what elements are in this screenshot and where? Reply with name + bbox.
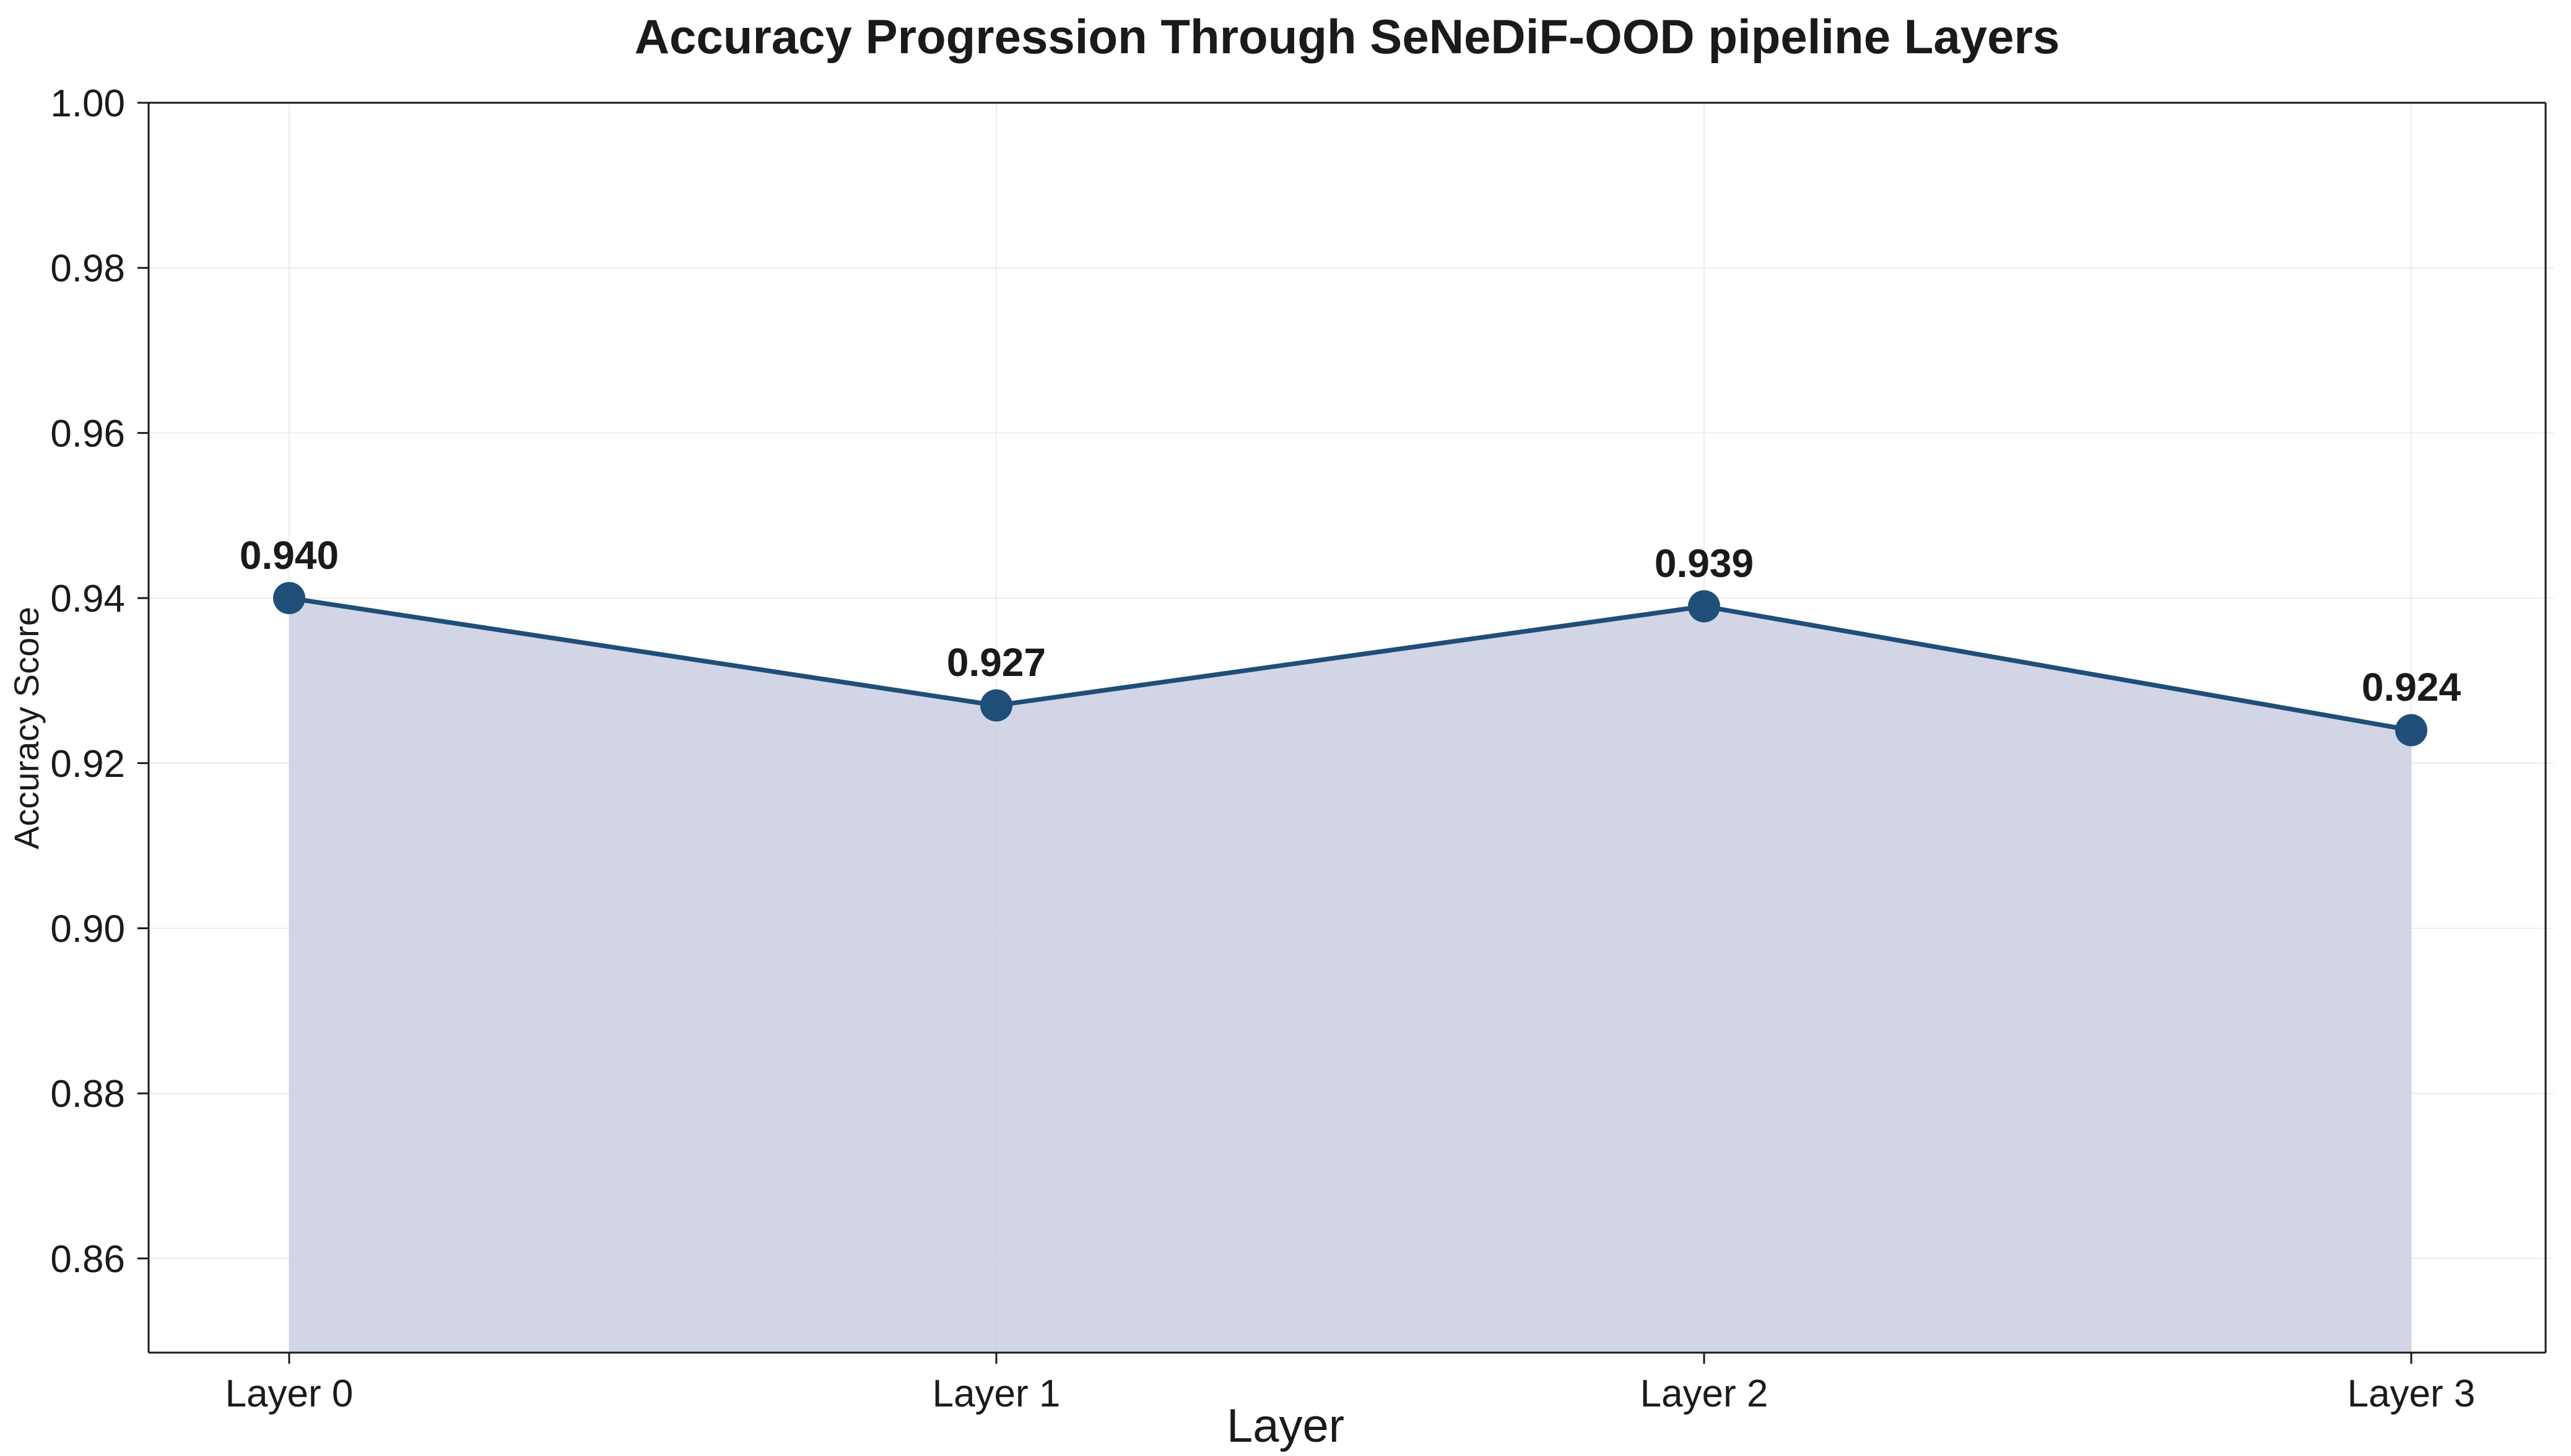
svg-text:0.939: 0.939: [1655, 541, 1754, 586]
svg-text:1.00: 1.00: [50, 82, 125, 125]
svg-text:Layer 0: Layer 0: [225, 1372, 354, 1415]
svg-text:Accuracy Score: Accuracy Score: [7, 607, 46, 849]
svg-text:0.86: 0.86: [50, 1238, 125, 1281]
svg-text:0.88: 0.88: [50, 1073, 125, 1116]
svg-text:0.94: 0.94: [50, 578, 125, 620]
svg-text:0.924: 0.924: [2362, 665, 2461, 709]
svg-text:0.92: 0.92: [50, 743, 125, 786]
svg-text:0.98: 0.98: [50, 248, 125, 290]
svg-text:Layer 3: Layer 3: [2347, 1372, 2476, 1415]
svg-text:0.927: 0.927: [947, 640, 1046, 685]
svg-text:Layer 2: Layer 2: [1640, 1372, 1768, 1415]
svg-text:0.96: 0.96: [50, 412, 125, 455]
svg-text:0.940: 0.940: [240, 533, 339, 578]
svg-text:0.90: 0.90: [50, 908, 125, 951]
svg-text:Layer 1: Layer 1: [933, 1372, 1061, 1415]
